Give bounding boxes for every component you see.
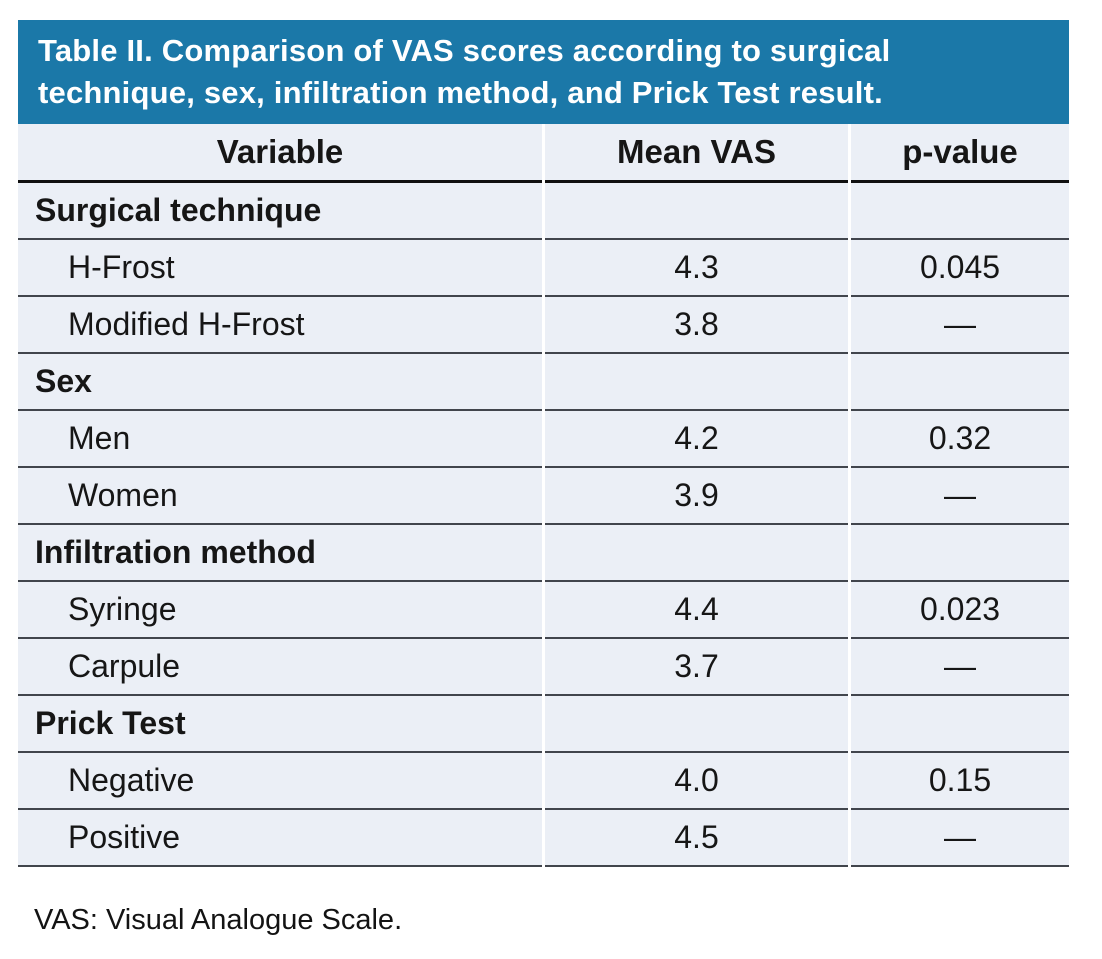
table-body: Surgical technique H-Frost 4.3 0.045 Modifie… (18, 183, 1069, 867)
variable-cell: Women (18, 468, 542, 525)
variable-cell: Modified H-Frost (18, 297, 542, 354)
variable-cell: Men (18, 411, 542, 468)
column-header-mean-vas: Mean VAS (545, 124, 848, 183)
p-value-cell (851, 183, 1069, 240)
mean-vas-cell (545, 525, 848, 582)
p-value-cell: — (851, 810, 1069, 867)
mean-vas-cell (545, 354, 848, 411)
p-value-cell (851, 525, 1069, 582)
table-footnote: VAS: Visual Analogue Scale. (34, 904, 403, 936)
variable-cell: Syringe (18, 582, 542, 639)
data-row: Women 3.9— (18, 468, 1069, 525)
variable-cell: Negative (18, 753, 542, 810)
mean-vas-cell: 3.7 (545, 639, 848, 696)
p-value-cell: 0.023 (851, 582, 1069, 639)
p-value-cell (851, 354, 1069, 411)
mean-vas-cell: 4.0 (545, 753, 848, 810)
data-row: H-Frost 4.3 0.045 (18, 240, 1069, 297)
p-value-cell: — (851, 468, 1069, 525)
column-header-variable: Variable (18, 124, 542, 183)
p-value-cell: — (851, 297, 1069, 354)
p-value-cell: — (851, 639, 1069, 696)
section-name: Prick Test (18, 696, 542, 753)
mean-vas-cell (545, 183, 848, 240)
p-value-cell: 0.15 (851, 753, 1069, 810)
mean-vas-cell: 3.9 (545, 468, 848, 525)
mean-vas-cell: 4.3 (545, 240, 848, 297)
data-row: Carpule 3.7— (18, 639, 1069, 696)
p-value-cell: 0.045 (851, 240, 1069, 297)
p-value-cell: 0.32 (851, 411, 1069, 468)
section-row: Sex (18, 354, 1069, 411)
column-header-p-value: p-value (851, 124, 1069, 183)
section-name: Surgical technique (18, 183, 542, 240)
data-row: Negative 4.0 0.15 (18, 753, 1069, 810)
data-row: Men 4.2 0.32 (18, 411, 1069, 468)
variable-cell: H-Frost (18, 240, 542, 297)
p-value-cell (851, 696, 1069, 753)
data-row: Syringe 4.4 0.023 (18, 582, 1069, 639)
mean-vas-cell (545, 696, 848, 753)
section-name: Infiltration method (18, 525, 542, 582)
section-row: Infiltration method (18, 525, 1069, 582)
section-row: Prick Test (18, 696, 1069, 753)
mean-vas-cell: 3.8 (545, 297, 848, 354)
section-name: Sex (18, 354, 542, 411)
mean-vas-cell: 4.4 (545, 582, 848, 639)
data-row: Positive 4.5— (18, 810, 1069, 867)
mean-vas-cell: 4.5 (545, 810, 848, 867)
vas-comparison-table: Table II. Comparison of VAS scores accor… (18, 20, 1069, 867)
table-title: Table II. Comparison of VAS scores accor… (18, 20, 1069, 124)
column-header-row: Variable Mean VAS p-value (18, 124, 1069, 183)
section-row: Surgical technique (18, 183, 1069, 240)
mean-vas-cell: 4.2 (545, 411, 848, 468)
variable-cell: Positive (18, 810, 542, 867)
variable-cell: Carpule (18, 639, 542, 696)
data-row: Modified H-Frost 3.8— (18, 297, 1069, 354)
